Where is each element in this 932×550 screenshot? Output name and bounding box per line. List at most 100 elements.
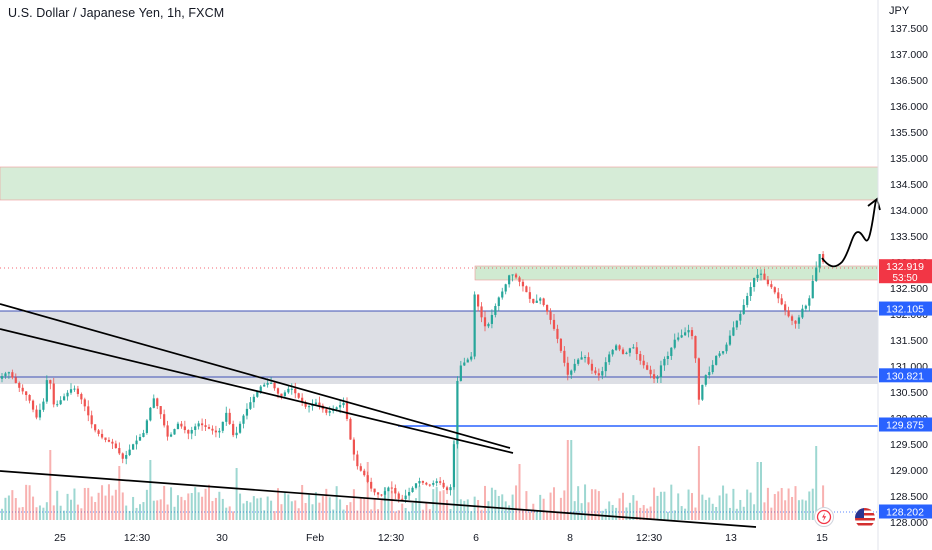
volume-bar: [732, 488, 735, 520]
us-flag-icon[interactable]: [855, 508, 875, 528]
candle-body: [359, 466, 362, 471]
candle-body: [294, 388, 297, 394]
volume-bar: [760, 462, 762, 520]
volume-bar: [442, 490, 445, 520]
candle-body: [625, 352, 628, 354]
volume-bar: [332, 509, 335, 520]
volume-bar: [590, 489, 593, 520]
candle-body: [580, 357, 583, 360]
candle-body: [404, 495, 407, 500]
y-tick-label: 136.000: [890, 101, 928, 113]
candle-body: [432, 483, 435, 485]
candle-body: [45, 380, 48, 402]
candlesticks: [0, 251, 825, 503]
volume-bar: [463, 500, 466, 520]
candle-body: [356, 454, 359, 467]
volume-bar: [573, 501, 576, 520]
volume-bar: [297, 508, 300, 520]
candle-body: [235, 432, 238, 436]
candle-body: [307, 406, 311, 408]
volume-bar: [404, 507, 407, 520]
volume-bar: [197, 492, 200, 520]
candle-body: [790, 316, 794, 321]
volume-bar: [466, 499, 469, 520]
volume-bar: [542, 498, 545, 520]
candle-body: [370, 481, 373, 489]
candle-body: [494, 306, 497, 315]
candle-body: [35, 409, 38, 418]
volume-bar: [687, 489, 690, 520]
candle-body: [132, 444, 135, 450]
volume-bar: [804, 500, 807, 520]
candle-body: [570, 370, 573, 375]
trendline-middle[interactable]: [0, 328, 514, 454]
volume-bar: [725, 493, 728, 520]
volume-bar: [394, 511, 397, 520]
candle-body: [159, 406, 162, 415]
volume-bar: [490, 487, 493, 520]
candle-body: [7, 372, 10, 374]
candle-body: [759, 273, 763, 275]
volume-bar: [90, 496, 93, 520]
candle-body: [666, 355, 669, 359]
candle-body: [487, 323, 490, 327]
resistance-zone[interactable]: [0, 166, 879, 201]
candle-body: [573, 363, 576, 371]
candle-body: [539, 298, 542, 301]
candle-body: [87, 406, 90, 416]
candle-body: [756, 274, 759, 279]
volume-bar: [718, 495, 721, 520]
volume-bar: [408, 511, 411, 520]
volume-bar: [739, 499, 742, 520]
volume-bar: [170, 487, 173, 520]
candle-body: [183, 426, 186, 431]
volume-bar: [797, 500, 800, 520]
volume-bar: [642, 505, 645, 520]
candle-body: [28, 394, 31, 401]
candle-body: [680, 335, 683, 338]
demand-zone[interactable]: [0, 311, 878, 384]
candle-body: [659, 365, 663, 378]
candle-body: [211, 428, 214, 431]
volume-bar: [549, 492, 552, 520]
candle-body: [90, 415, 93, 425]
candle-body: [318, 402, 321, 406]
y-tick-label: 134.500: [890, 179, 928, 191]
candle-body: [173, 429, 176, 435]
candle-body: [452, 444, 456, 488]
trendline-upper[interactable]: [0, 303, 511, 449]
volume-bar: [94, 501, 97, 520]
volume-bar: [87, 487, 90, 520]
volume-bar: [646, 508, 649, 520]
volume-bar: [38, 505, 41, 520]
volume-bar: [21, 507, 24, 520]
volume-bar: [294, 500, 297, 520]
candle-body: [83, 399, 86, 407]
volume-bar: [808, 491, 811, 520]
projection-arrow-path[interactable]: [821, 199, 877, 268]
candle-body: [442, 482, 445, 488]
candle-body: [197, 423, 200, 427]
candle-body: [66, 392, 69, 397]
candle-body: [590, 363, 594, 371]
volume-bar: [252, 496, 255, 520]
candle-body: [25, 391, 28, 395]
volume-bar: [11, 490, 14, 520]
candle-body: [297, 393, 300, 398]
volume-bar: [546, 511, 549, 520]
volume-bar: [508, 505, 511, 520]
candle-body: [663, 358, 666, 366]
lightning-icon[interactable]: [814, 507, 834, 527]
candle-body: [125, 455, 128, 459]
volume-bar: [225, 507, 228, 520]
level-badge-text: 129.875: [886, 420, 924, 432]
volume-bar: [677, 493, 680, 520]
candle-body: [556, 328, 559, 339]
level-badge-text: 128.202: [886, 506, 924, 518]
candle-body: [535, 300, 538, 303]
volume-bar: [346, 505, 348, 520]
trendline-lower[interactable]: [0, 470, 757, 528]
candle-body: [639, 354, 642, 361]
candle-body: [169, 434, 173, 437]
